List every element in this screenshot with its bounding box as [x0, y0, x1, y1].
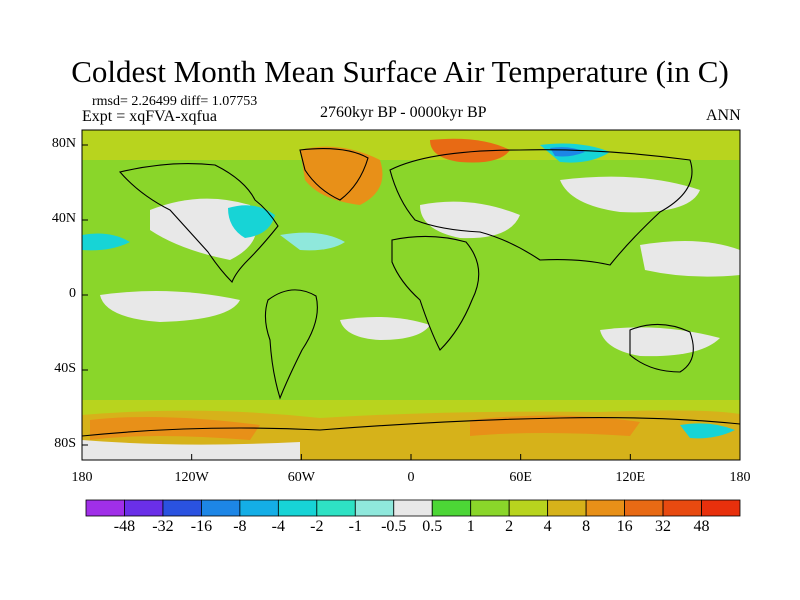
field-neutral-wpacific — [640, 241, 740, 277]
field-antarctic-warm-2 — [470, 415, 640, 436]
lat-label: 80N — [51, 136, 76, 151]
coast-south-america — [264, 289, 318, 400]
experiment-label: Expt = xqFVA-xqfua — [82, 108, 217, 125]
colorbar-swatch — [508, 499, 549, 517]
lon-label: 60E — [509, 470, 532, 485]
colorbar-label: -8 — [233, 518, 247, 535]
lat-label: 40S — [54, 361, 76, 376]
lat-label: 0 — [69, 286, 76, 301]
colorbar-label: 2 — [505, 518, 514, 535]
field-neutral-europe — [420, 201, 520, 239]
field-band-arctic — [82, 130, 740, 160]
colorbar-swatch — [277, 499, 318, 517]
colorbar-swatch — [354, 499, 395, 517]
stats-label: rmsd= 2.26499 diff= 1.07753 — [92, 94, 258, 109]
colorbar-swatch — [662, 499, 702, 517]
lon-label: 0 — [407, 470, 415, 485]
colorbar-swatch — [470, 499, 510, 517]
colorbar-label: 1 — [466, 518, 475, 535]
coast-australia — [629, 323, 694, 373]
colorbar-label: 32 — [655, 518, 672, 535]
lon-label: 180 — [729, 470, 751, 485]
coast-north-america — [118, 162, 279, 283]
colorbar-swatch — [393, 499, 433, 517]
colorbar-label: -4 — [271, 518, 285, 535]
colorbar-label: -1 — [348, 518, 362, 535]
colorbar-swatch — [431, 499, 472, 517]
field-greenland-warm — [300, 146, 383, 205]
colorbar-label: 0.5 — [422, 518, 443, 535]
field-cold-natlantic — [280, 232, 345, 251]
colorbar — [85, 499, 741, 517]
map-title: Coldest Month Mean Surface Air Temperatu… — [71, 54, 729, 89]
field-antarctic-neutral — [82, 440, 300, 460]
colorbar-label: -16 — [190, 518, 213, 535]
lat-label: 40N — [51, 211, 76, 226]
colorbar-swatch — [162, 499, 202, 517]
colorbar-label: -32 — [152, 518, 174, 535]
field-antarctic-warm-1 — [90, 416, 260, 440]
lon-label: 120E — [615, 470, 646, 485]
colorbar-swatch — [239, 499, 279, 517]
coast-antarctica — [82, 417, 740, 437]
colorbar-swatch — [85, 499, 125, 517]
colorbar-swatch — [701, 499, 741, 517]
colorbar-swatch — [585, 499, 625, 517]
colorbar-swatch — [624, 499, 664, 517]
lat-ticks — [82, 144, 88, 446]
field-cold-pacific — [82, 233, 130, 251]
colorbar-swatch — [547, 499, 587, 517]
coast-greenland — [299, 148, 369, 201]
field-neutral-satlantic — [340, 316, 430, 340]
lon-label: 60W — [287, 470, 315, 485]
field-cold-antarctic — [680, 423, 735, 439]
field-cold-namerica — [228, 205, 275, 238]
colorbar-label: 8 — [582, 518, 591, 535]
colorbar-label: 4 — [543, 518, 552, 535]
coastlines — [82, 148, 740, 437]
field-neutral-asia — [560, 176, 700, 213]
colorbar-swatch — [201, 499, 241, 517]
colorbar-label: -48 — [113, 518, 136, 535]
field-arctic-warm — [430, 138, 510, 163]
lon-label: 120W — [174, 470, 209, 485]
temperature-field — [82, 130, 740, 460]
period-label: 2760kyr BP - 0000kyr BP — [320, 104, 487, 121]
lat-label: 80S — [54, 436, 76, 451]
colorbar-label: -0.5 — [381, 518, 407, 535]
coast-africa — [391, 235, 480, 351]
lon-label: 180 — [71, 470, 93, 485]
colorbar-label: 16 — [616, 518, 633, 535]
lon-ticks — [81, 454, 741, 460]
field-neutral-epacific — [100, 291, 240, 322]
colorbar-swatch — [124, 499, 164, 517]
season-label: ANN — [706, 107, 741, 124]
colorbar-swatch — [316, 499, 356, 517]
colorbar-label: -2 — [310, 518, 324, 535]
coast-eurasia — [389, 149, 693, 266]
colorbar-label: 48 — [693, 518, 710, 535]
